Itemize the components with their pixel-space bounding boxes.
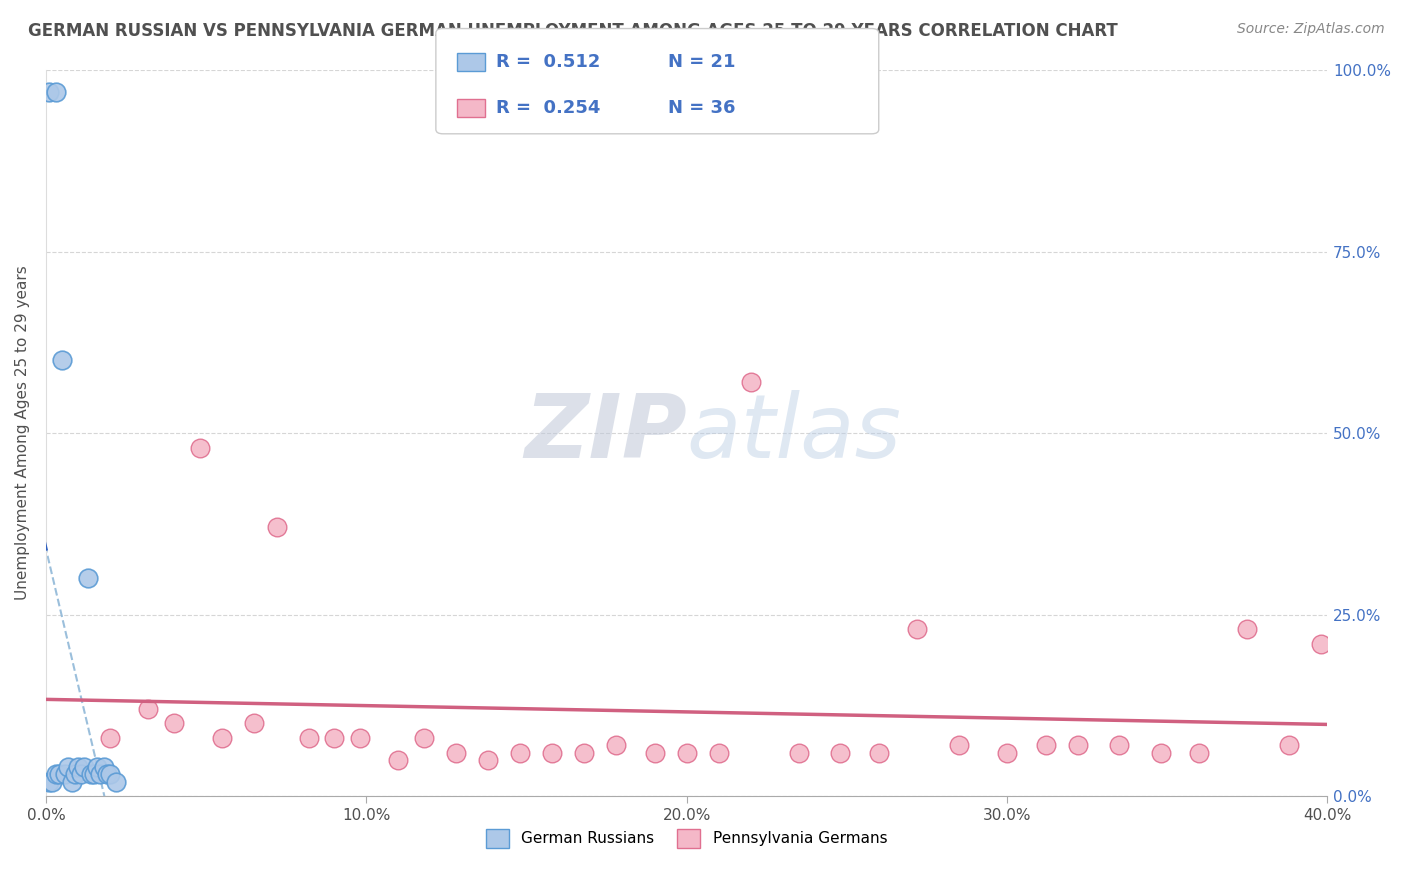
Point (93, 760, 115, 774)
Point (1035, 738, 1057, 752)
Point (70, 767, 93, 781)
Point (38, 85, 60, 99)
Text: R =  0.254: R = 0.254 (496, 99, 600, 117)
Point (188, 441, 211, 455)
Point (41, 774, 63, 789)
Point (830, 746, 852, 760)
Point (413, 731, 436, 745)
Point (138, 702, 160, 716)
Point (541, 746, 564, 760)
Text: ZIP: ZIP (524, 390, 686, 476)
Point (98, 731, 121, 745)
Point (572, 746, 595, 760)
Point (995, 746, 1018, 760)
Point (1310, 637, 1333, 651)
Point (96, 767, 118, 781)
Point (53, 767, 76, 781)
Point (387, 753, 409, 767)
Point (323, 731, 346, 745)
Point (48, 767, 70, 781)
Point (45, 85, 67, 99)
Point (349, 731, 371, 745)
Point (707, 746, 730, 760)
Point (675, 746, 697, 760)
Point (948, 738, 970, 752)
Point (243, 716, 266, 731)
Point (76, 571, 98, 585)
Point (740, 376, 762, 390)
Point (51, 353, 73, 368)
Point (83, 767, 105, 781)
Point (868, 746, 890, 760)
Point (98, 767, 121, 781)
Point (163, 716, 186, 731)
Point (477, 753, 499, 767)
Point (58, 760, 80, 774)
Point (60, 774, 83, 789)
Point (66, 760, 89, 774)
Point (298, 731, 321, 745)
Legend: German Russians, Pennsylvania Germans: German Russians, Pennsylvania Germans (479, 823, 893, 854)
Point (89, 767, 111, 781)
Text: Source: ZipAtlas.com: Source: ZipAtlas.com (1237, 22, 1385, 37)
Point (73, 760, 96, 774)
Point (1236, 622, 1258, 636)
Point (105, 774, 128, 789)
Point (444, 746, 467, 760)
Point (211, 731, 233, 745)
Text: N = 21: N = 21 (668, 53, 735, 70)
Point (905, 622, 928, 636)
Point (45, 767, 67, 781)
Text: GERMAN RUSSIAN VS PENNSYLVANIA GERMAN UNEMPLOYMENT AMONG AGES 25 TO 29 YEARS COR: GERMAN RUSSIAN VS PENNSYLVANIA GERMAN UN… (28, 22, 1118, 40)
Point (1066, 738, 1088, 752)
Y-axis label: Unemployment Among Ages 25 to 29 years: Unemployment Among Ages 25 to 29 years (15, 266, 30, 600)
Point (605, 738, 627, 752)
Point (266, 520, 288, 534)
Text: N = 36: N = 36 (668, 99, 735, 117)
Point (1188, 746, 1211, 760)
Point (644, 746, 666, 760)
Text: R =  0.512: R = 0.512 (496, 53, 600, 70)
Text: atlas: atlas (686, 390, 901, 476)
Point (86, 760, 108, 774)
Point (1150, 746, 1173, 760)
Point (80, 767, 103, 781)
Point (63, 767, 86, 781)
Point (1278, 738, 1301, 752)
Point (38, 774, 60, 789)
Point (1108, 738, 1130, 752)
Point (509, 746, 531, 760)
Point (787, 746, 810, 760)
